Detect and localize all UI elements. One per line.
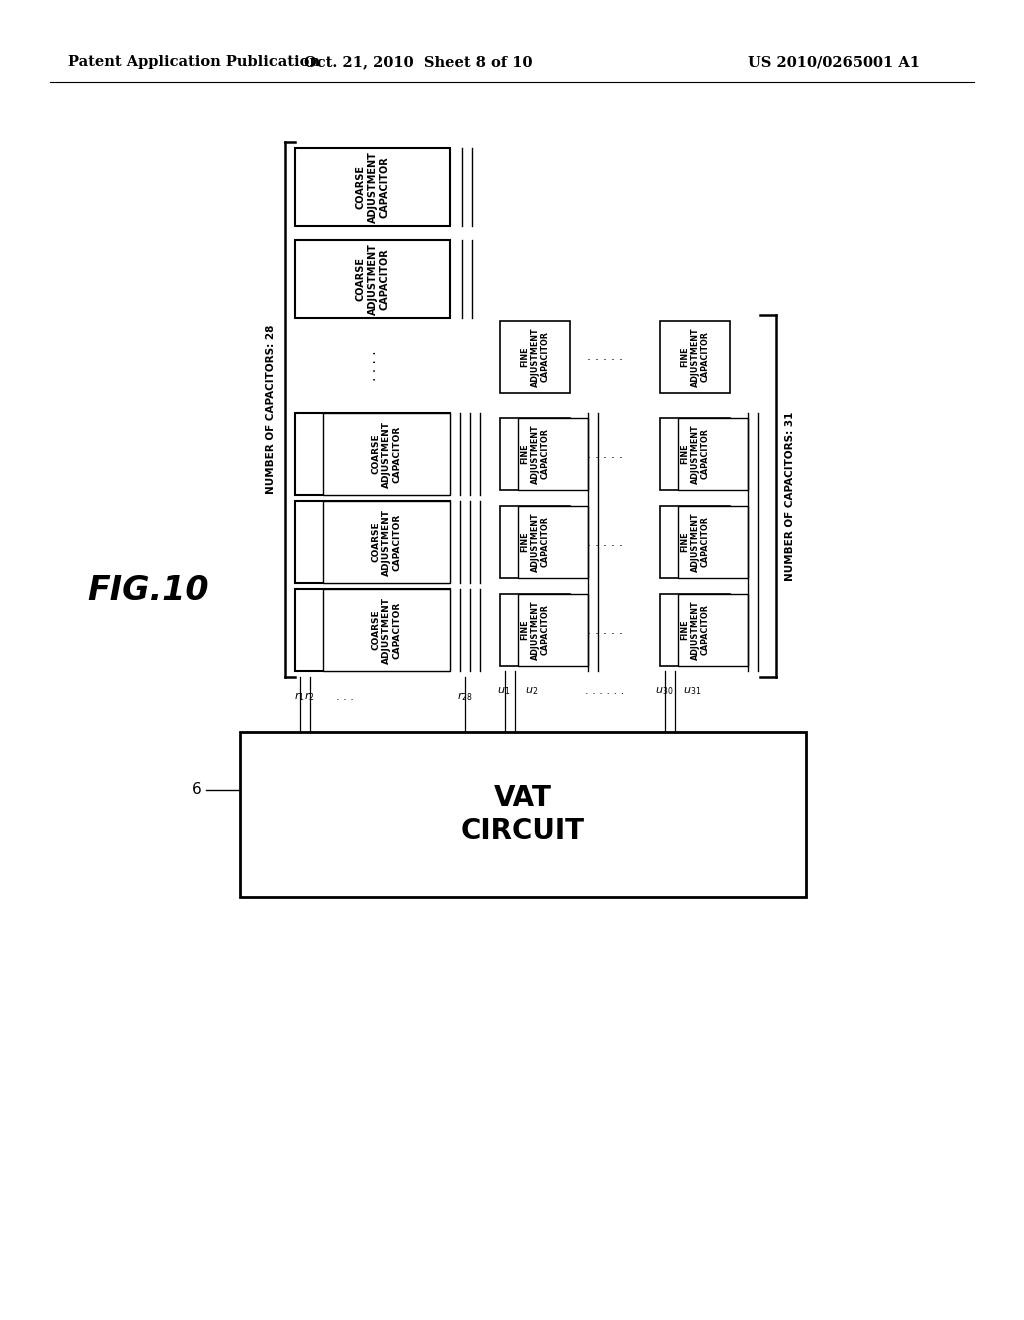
Text: 6: 6 xyxy=(193,783,202,797)
Text: . . . .: . . . . xyxy=(366,351,380,381)
Text: $r_{28}$: $r_{28}$ xyxy=(457,690,473,704)
Text: FINE
ADJUSTMENT
CAPACITOR: FINE ADJUSTMENT CAPACITOR xyxy=(680,424,710,484)
Text: FIG.10: FIG.10 xyxy=(87,573,209,606)
Text: . . . . .: . . . . . xyxy=(587,447,623,461)
Text: FINE
ADJUSTMENT
CAPACITOR: FINE ADJUSTMENT CAPACITOR xyxy=(520,512,550,572)
Bar xyxy=(518,418,588,490)
Bar xyxy=(678,594,748,667)
Text: COARSE
ADJUSTMENT
CAPACITOR: COARSE ADJUSTMENT CAPACITOR xyxy=(372,597,401,664)
Bar xyxy=(660,418,730,490)
Text: FINE
ADJUSTMENT
CAPACITOR: FINE ADJUSTMENT CAPACITOR xyxy=(680,512,710,572)
Bar xyxy=(660,594,730,667)
Text: . . .: . . . xyxy=(336,692,354,702)
Text: FINE
ADJUSTMENT
CAPACITOR: FINE ADJUSTMENT CAPACITOR xyxy=(680,601,710,660)
Text: US 2010/0265001 A1: US 2010/0265001 A1 xyxy=(748,55,920,69)
Text: . . . . .: . . . . . xyxy=(587,623,623,636)
Text: . . . . .: . . . . . xyxy=(587,536,623,549)
Text: $u_2$: $u_2$ xyxy=(525,685,539,697)
Text: FINE
ADJUSTMENT
CAPACITOR: FINE ADJUSTMENT CAPACITOR xyxy=(680,327,710,387)
Text: NUMBER OF CAPACITORS: 31: NUMBER OF CAPACITORS: 31 xyxy=(785,412,795,581)
Text: FINE
ADJUSTMENT
CAPACITOR: FINE ADJUSTMENT CAPACITOR xyxy=(520,601,550,660)
Text: $r_2$: $r_2$ xyxy=(304,690,314,704)
Text: VAT
CIRCUIT: VAT CIRCUIT xyxy=(461,784,585,845)
Bar xyxy=(500,418,570,490)
Bar xyxy=(295,589,450,671)
Text: $u_{30}$: $u_{30}$ xyxy=(654,685,673,697)
Bar xyxy=(295,240,450,318)
Text: Patent Application Publication: Patent Application Publication xyxy=(68,55,319,69)
Bar xyxy=(323,413,450,495)
Bar xyxy=(678,506,748,578)
Text: COARSE
ADJUSTMENT
CAPACITOR: COARSE ADJUSTMENT CAPACITOR xyxy=(356,150,389,223)
Bar xyxy=(323,589,450,671)
Text: $u_1$: $u_1$ xyxy=(498,685,511,697)
Text: . . . . . .: . . . . . . xyxy=(586,686,625,696)
Bar xyxy=(660,321,730,393)
Bar xyxy=(295,502,450,583)
Bar xyxy=(500,506,570,578)
Bar xyxy=(678,418,748,490)
Text: $r_1$: $r_1$ xyxy=(294,690,304,704)
Text: COARSE
ADJUSTMENT
CAPACITOR: COARSE ADJUSTMENT CAPACITOR xyxy=(372,508,401,576)
Bar xyxy=(500,594,570,667)
Text: $u_{31}$: $u_{31}$ xyxy=(683,685,701,697)
Text: NUMBER OF CAPACITORS: 28: NUMBER OF CAPACITORS: 28 xyxy=(266,325,276,494)
Bar xyxy=(295,413,450,495)
Bar xyxy=(660,506,730,578)
Bar xyxy=(295,148,450,226)
Bar xyxy=(240,733,806,898)
Bar xyxy=(518,506,588,578)
Text: Oct. 21, 2010  Sheet 8 of 10: Oct. 21, 2010 Sheet 8 of 10 xyxy=(304,55,532,69)
Text: COARSE
ADJUSTMENT
CAPACITOR: COARSE ADJUSTMENT CAPACITOR xyxy=(372,421,401,487)
Text: FINE
ADJUSTMENT
CAPACITOR: FINE ADJUSTMENT CAPACITOR xyxy=(520,424,550,484)
Text: . . . . .: . . . . . xyxy=(587,351,623,363)
Text: COARSE
ADJUSTMENT
CAPACITOR: COARSE ADJUSTMENT CAPACITOR xyxy=(356,243,389,315)
Bar xyxy=(518,594,588,667)
Bar xyxy=(323,502,450,583)
Bar xyxy=(500,321,570,393)
Text: FINE
ADJUSTMENT
CAPACITOR: FINE ADJUSTMENT CAPACITOR xyxy=(520,327,550,387)
